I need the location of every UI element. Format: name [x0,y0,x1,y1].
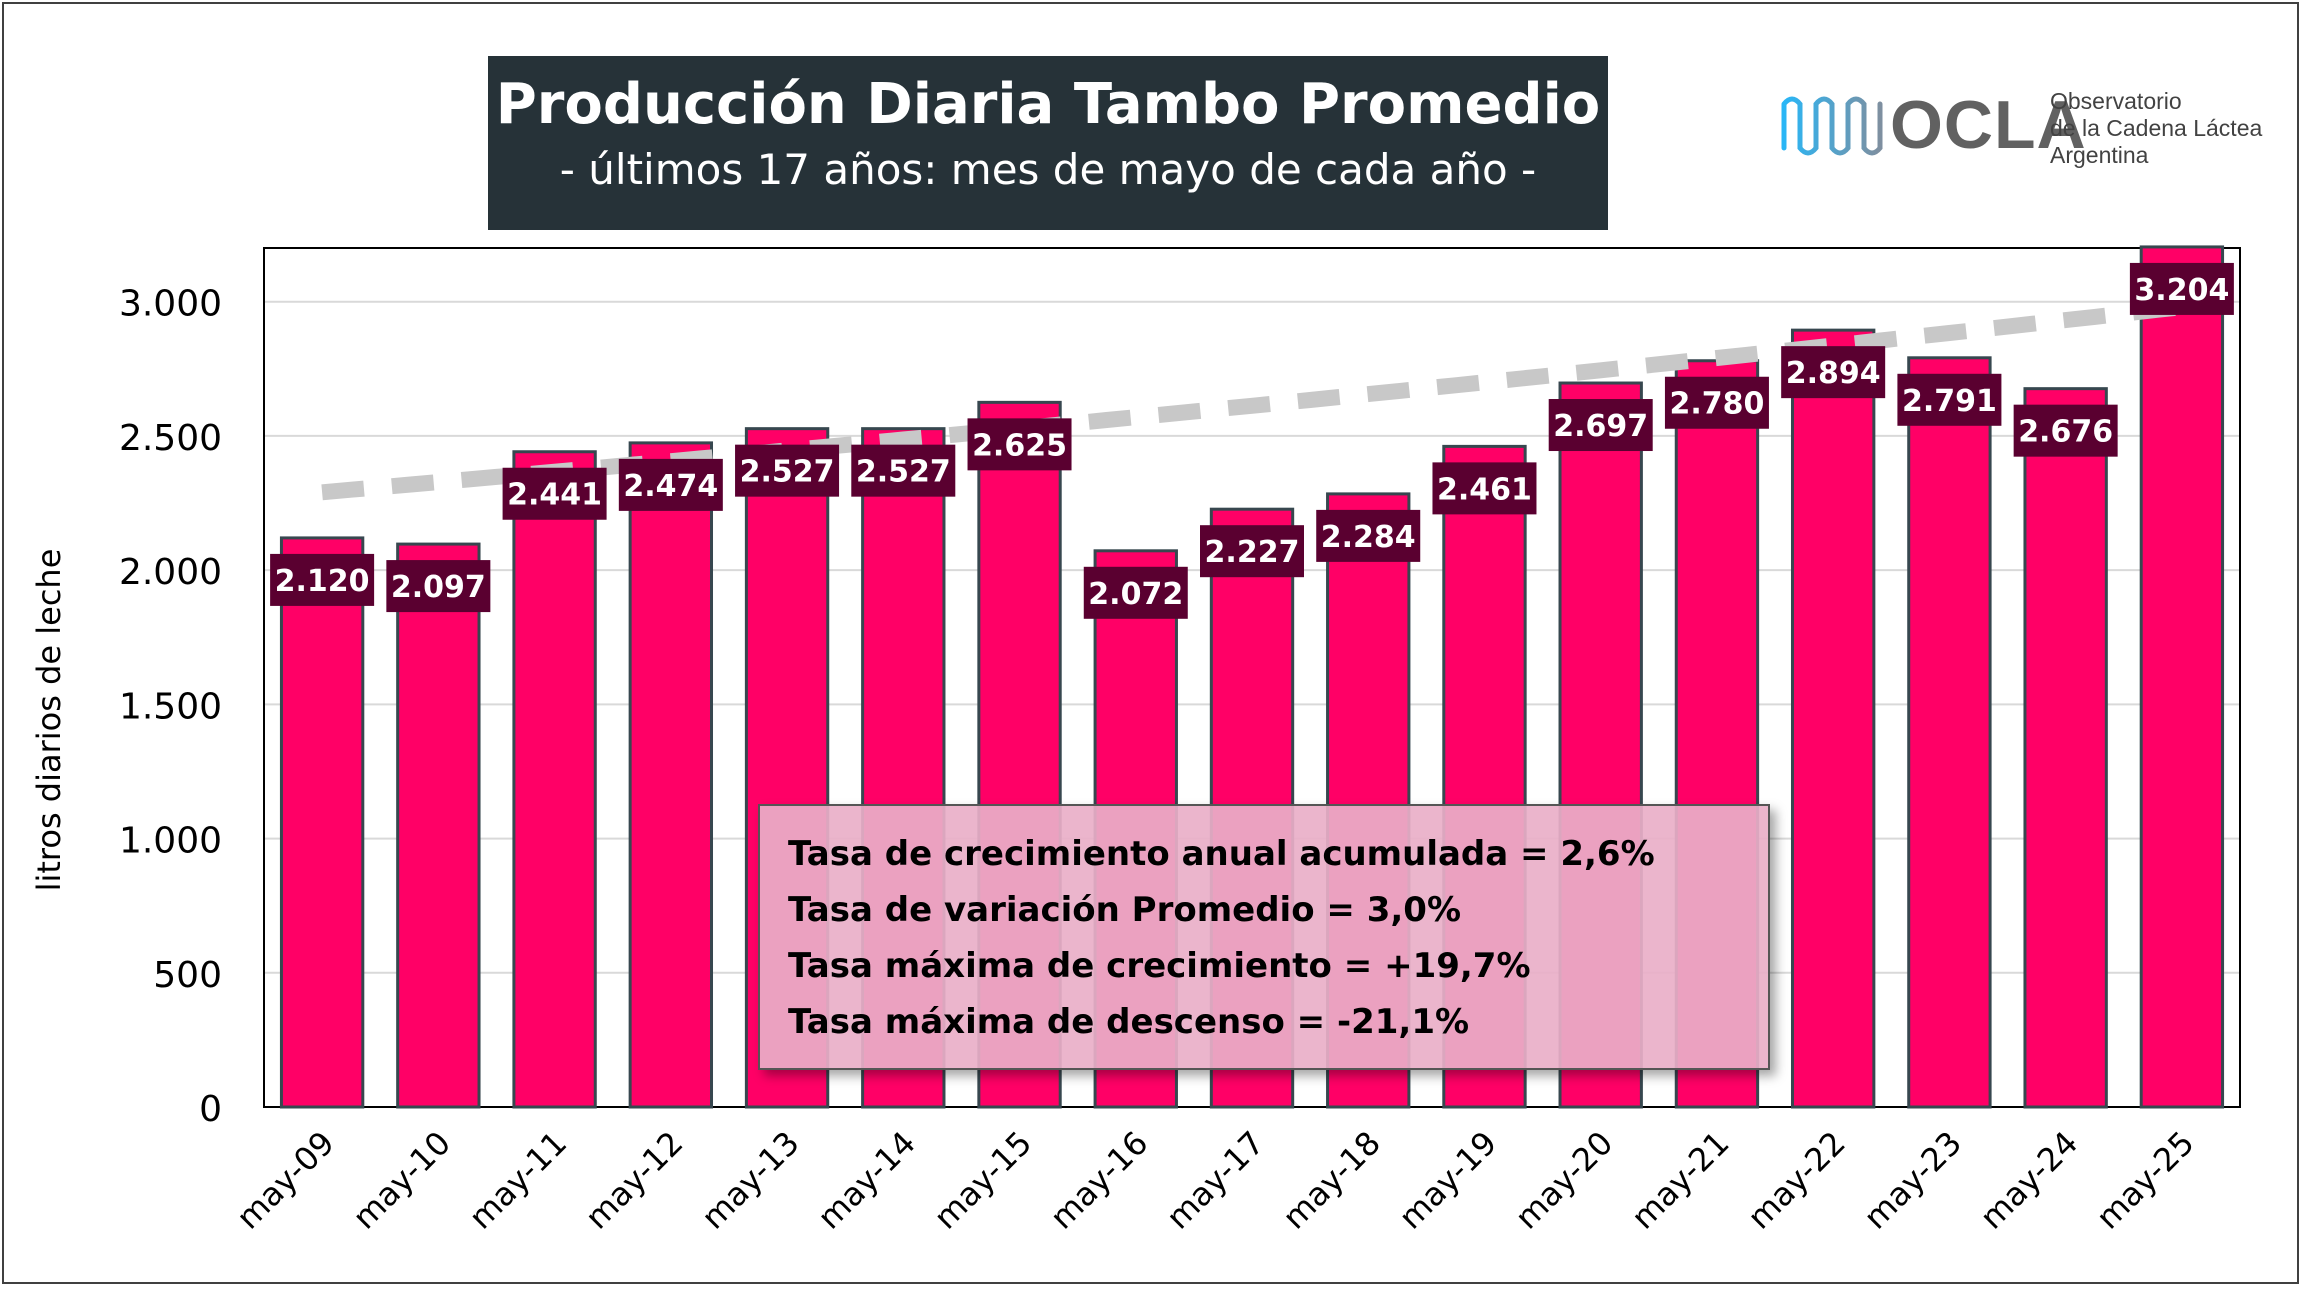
y-tick-label: 1.000 [119,821,222,862]
data-label-bg [2129,262,2234,315]
y-axis-ticks: 0 500 1.000 1.500 2.000 2.500 3.000 [119,284,222,1130]
x-tick-label: may-19 [1391,1124,1504,1237]
y-tick-label: 0 [199,1089,222,1130]
bar [396,542,481,1109]
stat-max-decline: Tasa máxima de descenso = -21,1% [788,1002,1470,1042]
x-tick-label: may-25 [2089,1124,2202,1237]
data-label: 2.284 [1321,520,1416,555]
bar [628,441,714,1109]
data-label-bg [851,444,956,497]
title-banner: Producción Diaria Tambo Promedio - últim… [488,56,1608,230]
data-label-bg [1781,346,1886,399]
data-label-bg [1200,525,1304,578]
x-tick-label: may-21 [1624,1124,1737,1237]
x-tick-label: may-14 [810,1124,923,1237]
y-tick-label: 2.000 [119,552,222,593]
data-label: 3.204 [2134,273,2229,308]
x-tick-label: may-13 [694,1124,807,1237]
data-label-bg [386,560,491,613]
x-tick-label: may-16 [1043,1124,1156,1237]
x-tick-label: may-17 [1159,1124,1272,1237]
y-tick-label: 500 [153,955,222,996]
data-label-bg [1316,509,1421,562]
data-label: 2.227 [1205,535,1300,570]
y-tick-label: 2.500 [119,418,222,459]
bar [1907,356,1992,1109]
x-tick-label: may-12 [578,1124,691,1237]
data-label: 2.894 [1786,356,1881,391]
data-label: 2.441 [507,478,602,513]
data-label: 2.791 [1902,384,1997,419]
data-label: 2.697 [1553,409,1648,444]
data-label: 2.527 [856,455,951,490]
data-label-bg [2013,404,2118,457]
logo-line-2: de la Cadena Láctea [2050,115,2263,141]
data-label-bg [1548,399,1653,452]
logo-line-1: Observatorio [2050,88,2182,114]
data-label-bg [735,444,840,497]
x-tick-label: may-18 [1275,1124,1388,1237]
bar [2139,245,2225,1109]
x-tick-label: may-23 [1856,1124,1969,1237]
bar [512,450,597,1109]
data-label-bg [270,553,375,606]
logo-subtitle: Observatorio de la Cadena Láctea Argenti… [2050,88,2262,169]
x-tick-label: may-15 [926,1124,1039,1237]
data-label: 2.097 [391,570,486,605]
logo-wordmark: OCLA [1890,87,2087,163]
data-label: 2.676 [2018,415,2113,450]
x-tick-label: may-22 [1740,1124,1853,1237]
x-axis-ticks: may-09 may-10 may-11 may-12 may-13 may-14 may-… [229,1124,2201,1237]
x-tick-label: may-11 [462,1124,575,1237]
stats-box: Tasa de crecimiento anual acumulada = 2,… [758,804,1770,1070]
chart-title: Producción Diaria Tambo Promedio [495,72,1601,137]
data-label: 2.461 [1437,472,1532,507]
data-label: 2.474 [623,469,718,504]
x-tick-label: may-09 [229,1124,342,1237]
data-label-bg [1432,462,1537,515]
data-label-bg [1664,376,1769,429]
data-label-bg [1897,373,2002,426]
data-label-bg [502,467,607,520]
stat-max-growth: Tasa máxima de crecimiento = +19,7% [788,946,1531,986]
data-label: 2.072 [1088,577,1183,612]
data-labels: 2.120 2.097 2.441 2.474 2.527 2.527 2.625 2.072… [270,262,2234,619]
y-tick-label: 1.500 [119,686,222,727]
stat-cagr: Tasa de crecimiento anual acumulada = 2,… [788,834,1655,874]
data-label-bg [1083,566,1188,619]
x-tick-label: may-10 [345,1124,458,1237]
data-label-bg [618,458,723,511]
y-axis-label: litros diarios de leche [30,549,68,892]
x-tick-label: may-20 [1508,1124,1621,1237]
data-label: 2.527 [740,455,835,490]
logo-line-3: Argentina [2050,142,2149,168]
bar [2023,387,2108,1109]
x-tick-label: may-24 [1973,1124,2086,1237]
chart-subtitle: - últimos 17 años: mes de mayo de cada a… [559,145,1537,194]
data-label: 2.120 [275,564,370,599]
y-tick-label: 3.000 [119,284,222,325]
bar [1790,328,1876,1109]
stat-avg-variation: Tasa de variación Promedio = 3,0% [788,890,1462,930]
waves-icon [1781,96,1883,156]
data-label-bg [967,418,1072,471]
ocla-logo: OCLA Observatorio de la Cadena Láctea Ar… [1780,80,2280,190]
data-label: 2.625 [972,428,1067,463]
bar [279,536,365,1109]
data-label: 2.780 [1669,387,1764,422]
